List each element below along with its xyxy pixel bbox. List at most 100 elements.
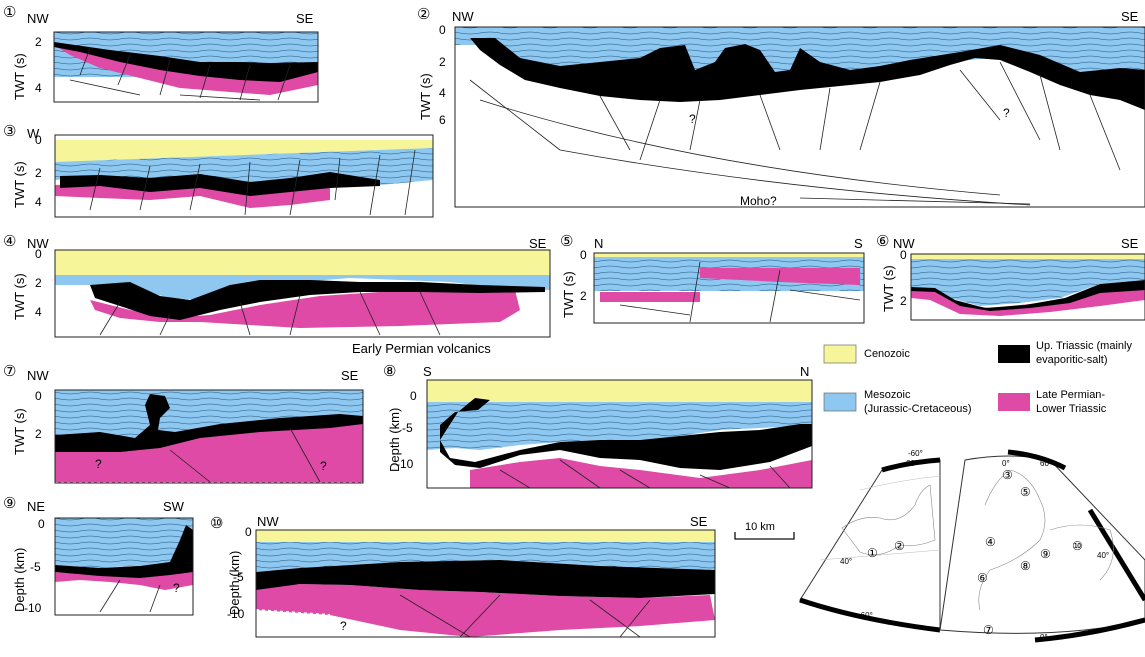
section-9-marker: ⑨ — [3, 495, 16, 512]
legend-label-cenozoic: Cenozoic — [864, 348, 910, 360]
section-4-tick: 4 — [35, 305, 42, 319]
section-4-axis-label: TWT (s) — [12, 273, 27, 320]
section-10-marker: ⑩ — [210, 515, 223, 532]
section-4-caption: Early Permian volcanics — [352, 341, 491, 356]
map-site-marker: ④ — [985, 535, 996, 549]
section-3-marker: ③ — [3, 123, 16, 140]
map-site-marker: ⑥ — [977, 571, 988, 585]
section-5-axis-label: TWT (s) — [561, 271, 576, 318]
section-5-marker: ⑤ — [560, 233, 573, 250]
section-5-tick: 0 — [580, 248, 587, 262]
location-map-right: 0° 60° 40° 0° ③ ⑤ ④ ⑨ ⑩ ⑧ ⑥ ⑦ — [939, 449, 1145, 643]
section-3-axis-label: TWT (s) — [12, 161, 27, 208]
salt-layer — [470, 38, 1145, 110]
section-9-tick: 0 — [38, 517, 45, 531]
salt-layer — [54, 42, 318, 82]
permian-layer — [700, 268, 860, 285]
section-8-marker: ⑧ — [383, 363, 396, 380]
mesozoic-layer — [55, 275, 550, 300]
salt-layer — [911, 280, 1145, 311]
section-9-right-label: SW — [163, 499, 185, 514]
section-4-tick: 2 — [35, 276, 42, 290]
section-10-tick: 0 — [245, 525, 252, 539]
section-9-note: ? — [173, 581, 180, 595]
section-5: ⑤ N S TWT (s) 0 2 — [560, 233, 865, 324]
legend-swatch-mesozoic — [823, 392, 857, 412]
section-4-tick: 0 — [35, 247, 42, 261]
section-1-right-label: SE — [296, 11, 314, 26]
permian-layer — [470, 458, 812, 488]
legend-swatch-cenozoic — [823, 344, 857, 364]
section-10-note: ? — [340, 619, 347, 633]
section-10-left-label: NW — [257, 514, 279, 529]
section-7-left-label: NW — [27, 368, 49, 383]
section-1-marker: ① — [3, 4, 16, 21]
section-1-left-label: NW — [27, 11, 49, 26]
map-site-marker: ⑨ — [1040, 547, 1051, 561]
map-lon-label: 0° — [1002, 459, 1010, 468]
permian-layer — [55, 183, 330, 208]
section-2-tick: 0 — [439, 23, 446, 37]
section-9-axis-label: Depth (km) — [12, 548, 27, 612]
section-2-tick: 6 — [439, 113, 446, 127]
section-2: ② NW SE TWT (s) 0 2 4 6 — [417, 6, 1145, 208]
salt-layer — [55, 394, 363, 452]
legend-label-triassic-2: evaporitic-salt) — [1036, 354, 1108, 366]
legend-label-mesozoic: Mesozoic — [864, 389, 911, 401]
salt-layer — [90, 280, 545, 320]
section-5-left-label: N — [594, 236, 603, 251]
section-9-left-label: NE — [27, 499, 45, 514]
map-site-marker: ⑧ — [1020, 559, 1031, 573]
section-3-tick: 2 — [35, 166, 42, 180]
section-2-axis-label: TWT (s) — [418, 73, 433, 120]
salt-layer — [55, 525, 193, 578]
map-site-marker: ③ — [1002, 468, 1013, 482]
section-10-right-label: SE — [690, 514, 708, 529]
section-4-right-label: SE — [529, 236, 547, 251]
legend-swatch-permian — [998, 393, 1030, 411]
map-site-marker: ⑦ — [983, 623, 994, 637]
section-4-marker: ④ — [3, 233, 16, 250]
scale-bar: 10 km — [734, 521, 795, 540]
section-1-axis-label: TWT (s) — [12, 53, 27, 100]
section-6-tick: 0 — [900, 248, 907, 262]
section-8-left-label: S — [423, 364, 432, 379]
scale-bar-label: 10 km — [745, 521, 775, 533]
section-9: ⑨ NE SW Depth (km) 0 -5 -10 ? — [3, 495, 194, 616]
section-1-tick: 2 — [35, 35, 42, 49]
map-lat-label: 60° — [906, 459, 918, 468]
section-7-tick: 2 — [35, 427, 42, 441]
section-8-right-label: N — [800, 364, 809, 379]
map-lon-label: 0° — [1040, 633, 1048, 642]
permian-layer — [55, 420, 363, 483]
legend-label-permian-2: Lower Triassic — [1036, 403, 1107, 415]
section-8-tick: -10 — [396, 457, 414, 471]
section-10-axis-label: Depth (km) — [227, 551, 242, 615]
location-map-left: 60° 40° -60° -60° ① ② — [799, 449, 941, 633]
cenozoic-layer — [427, 380, 812, 402]
legend-swatch-triassic — [998, 345, 1030, 363]
map-site-marker: ⑩ — [1072, 539, 1083, 553]
permian-layer — [90, 290, 520, 328]
section-1: ① NW SE TWT (s) 2 4 — [3, 4, 319, 103]
map-lon-label: -60° — [858, 611, 873, 620]
section-10: ⑩ NW SE Depth (km) 0 -5 -10 ? — [210, 514, 716, 638]
salt-layer — [256, 560, 715, 598]
cenozoic-layer — [256, 530, 715, 542]
section-7-right-label: SE — [341, 368, 359, 383]
section-8: ⑧ S N Depth (km) 0 -5 -10 — [383, 363, 813, 489]
section-9-tick: -10 — [24, 601, 42, 615]
section-2-note: ? — [689, 112, 696, 126]
section-5-right-label: S — [854, 236, 863, 251]
section-2-left-label: NW — [452, 9, 474, 24]
permian-layer — [911, 288, 1145, 316]
section-6-tick: 2 — [900, 294, 907, 308]
map-lat-label: 60° — [1040, 459, 1052, 468]
legend-label-triassic: Up. Triassic (mainly — [1036, 340, 1132, 352]
section-4: ④ NW SE TWT (s) 0 2 4 Early Permian volc… — [3, 233, 551, 356]
section-2-tick: 4 — [439, 86, 446, 100]
section-6: ⑥ NW SE TWT (s) 0 2 — [876, 233, 1145, 321]
map-lat-label: 40° — [1097, 551, 1109, 560]
section-5-tick: 2 — [580, 289, 587, 303]
section-3-tick: 4 — [35, 195, 42, 209]
